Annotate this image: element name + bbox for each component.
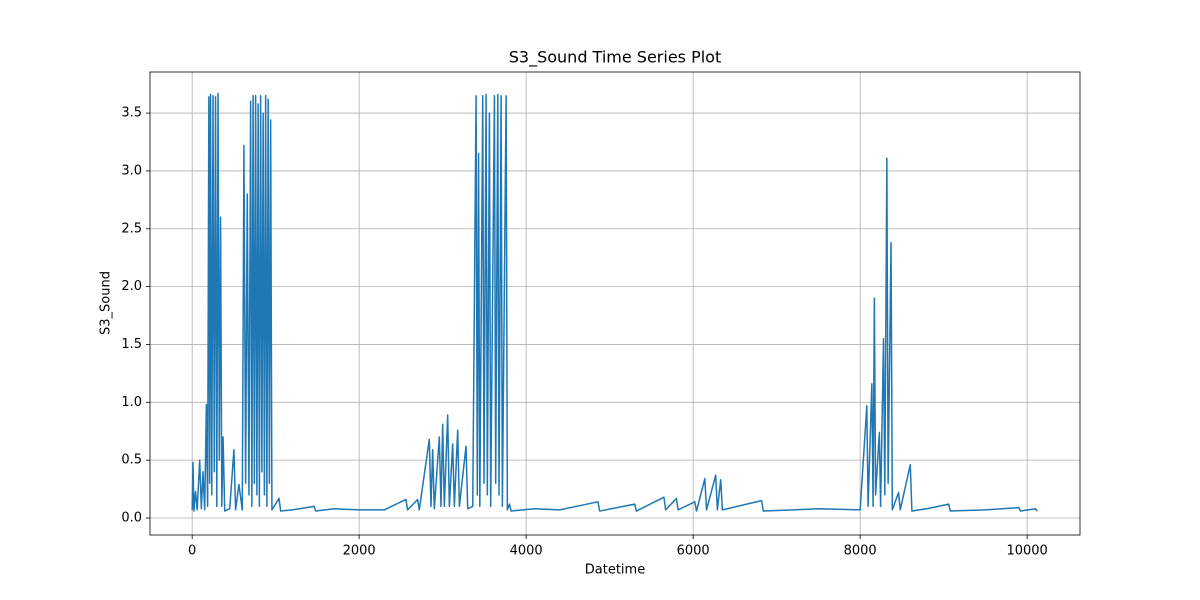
y-tick-label: 2.0 — [121, 279, 142, 294]
data-line — [191, 92, 1038, 512]
y-tick-label: 0.5 — [121, 453, 142, 468]
y-axis-label: S3_Sound — [99, 271, 114, 335]
x-tick-label: 0 — [188, 544, 196, 559]
x-axis-label: Datetime — [585, 563, 645, 578]
x-tick-label: 2000 — [343, 544, 376, 559]
y-tick-label: 0.0 — [121, 510, 142, 525]
y-tick-label: 3.5 — [121, 106, 142, 121]
x-tick-label: 6000 — [677, 544, 710, 559]
x-tick-label: 8000 — [844, 544, 877, 559]
y-tick-label: 1.0 — [121, 395, 142, 410]
x-tick-label: 10000 — [1006, 544, 1047, 559]
y-tick-label: 3.0 — [121, 163, 142, 178]
chart-title: S3_Sound Time Series Plot — [509, 48, 722, 68]
y-tick-label: 2.5 — [121, 221, 142, 236]
y-tick-label: 1.5 — [121, 337, 142, 352]
plot-frame — [149, 71, 1081, 536]
x-tick-label: 4000 — [510, 544, 543, 559]
